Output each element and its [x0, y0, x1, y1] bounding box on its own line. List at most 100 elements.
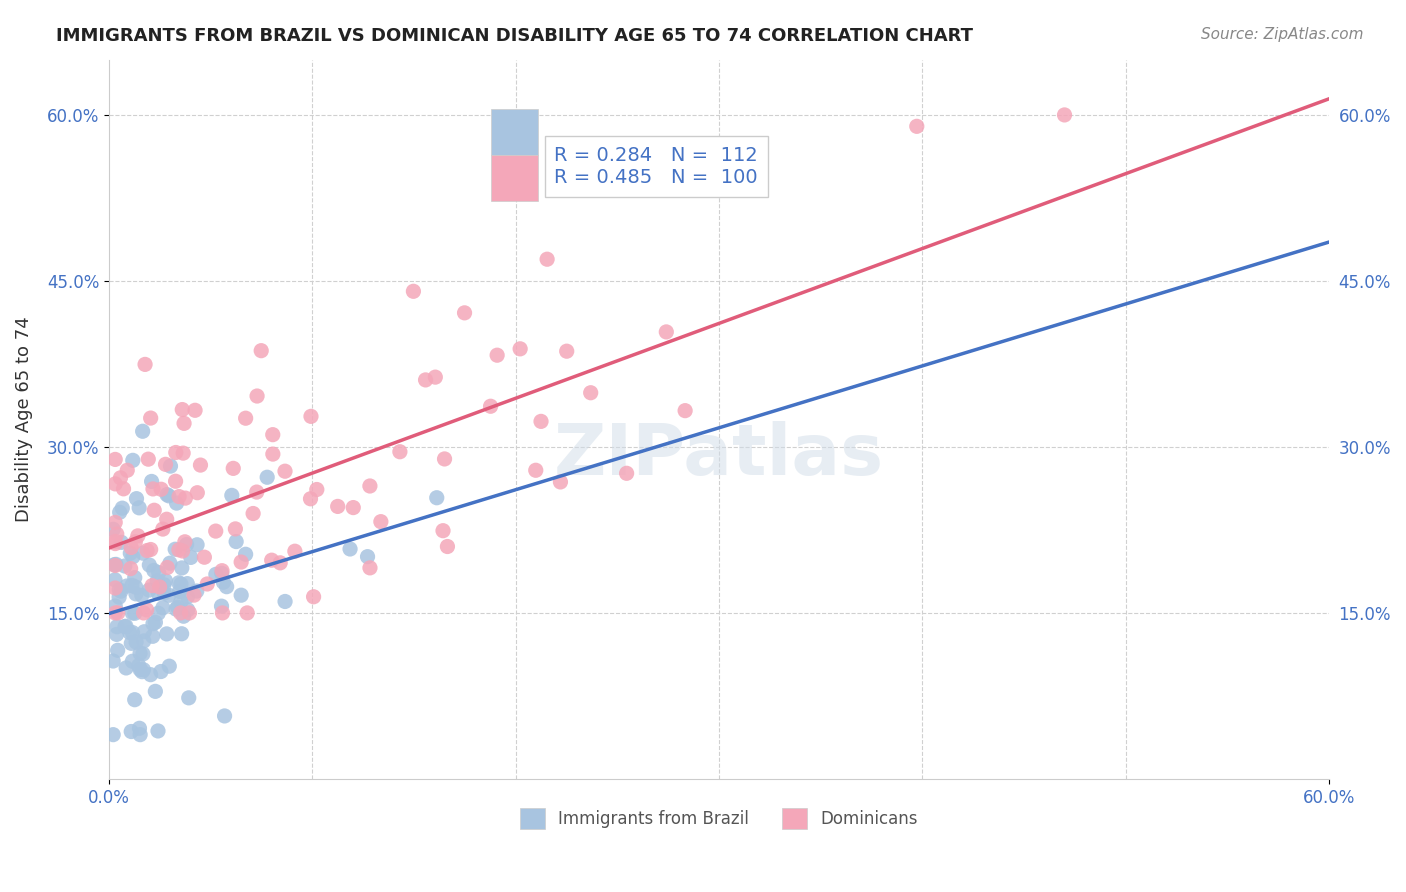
Point [555, 344, 578, 359]
Point [905, 120, 928, 134]
Point [195, 577, 218, 591]
Point [107, 643, 129, 657]
Point [550, 475, 572, 489]
Point [152, 522, 174, 536]
Point [274, 464, 297, 478]
Point [141, 475, 163, 489]
Point [115, 661, 138, 675]
Point [104, 476, 127, 491]
Point [262, 447, 284, 461]
Point [172, 544, 194, 558]
Point [173, 609, 195, 624]
Point [115, 579, 138, 593]
Point [120, 541, 142, 555]
Point [579, 385, 602, 400]
Point [124, 692, 146, 706]
Point [509, 342, 531, 356]
Point [129, 662, 152, 676]
Point [214, 709, 236, 723]
Point [128, 500, 150, 515]
Text: ZIPatlas: ZIPatlas [554, 421, 884, 490]
Text: R = 0.284   N =  112
R = 0.485   N =  100: R = 0.284 N = 112 R = 0.485 N = 100 [554, 146, 758, 187]
Point [128, 658, 150, 673]
Point [134, 624, 156, 639]
Point [141, 579, 163, 593]
Point [110, 584, 132, 599]
Point [211, 566, 233, 581]
Point [134, 358, 156, 372]
Point [326, 500, 349, 514]
Point [136, 543, 159, 558]
Point [108, 582, 131, 597]
Point [173, 534, 195, 549]
Point [186, 538, 208, 552]
Point [146, 574, 169, 588]
Point [436, 540, 458, 554]
Point [166, 600, 188, 615]
Point [246, 389, 269, 403]
Point [136, 452, 159, 467]
Point [121, 606, 143, 620]
Point [184, 403, 207, 417]
Point [453, 306, 475, 320]
Point [122, 549, 145, 564]
Point [186, 485, 208, 500]
Point [167, 490, 190, 504]
Point [104, 599, 127, 613]
Point [132, 546, 155, 560]
Point [177, 603, 200, 617]
Point [167, 575, 190, 590]
Point [131, 665, 153, 679]
Point [121, 578, 143, 592]
Point [104, 452, 127, 467]
Point [359, 479, 381, 493]
Point [479, 399, 502, 413]
Point [284, 544, 307, 558]
Point [356, 549, 378, 564]
Point [432, 524, 454, 538]
Point [157, 489, 180, 503]
Point [186, 584, 208, 599]
Point [166, 496, 188, 510]
Point [179, 606, 201, 620]
Point [149, 665, 172, 679]
Point [142, 629, 165, 643]
Point [142, 482, 165, 496]
Point [121, 625, 143, 640]
Point [269, 556, 291, 570]
Point [302, 590, 325, 604]
Point [104, 536, 127, 550]
Point [246, 485, 269, 500]
Point [231, 588, 253, 602]
Point [339, 541, 361, 556]
Point [170, 577, 193, 591]
Point [169, 606, 191, 620]
Point [235, 547, 257, 561]
Point [1053, 108, 1076, 122]
Point [616, 467, 638, 481]
Point [120, 636, 142, 650]
Point [104, 573, 127, 587]
Point [142, 616, 165, 631]
Point [120, 724, 142, 739]
Point [129, 646, 152, 660]
Point [231, 555, 253, 569]
Point [305, 483, 328, 497]
Point [121, 654, 143, 668]
Point [114, 619, 136, 633]
Point [155, 574, 177, 588]
Point [224, 522, 246, 536]
Point [104, 558, 127, 572]
Point [426, 491, 449, 505]
Y-axis label: Disability Age 65 to 74: Disability Age 65 to 74 [15, 317, 32, 522]
Point [388, 444, 411, 458]
Point [370, 515, 392, 529]
Point [655, 325, 678, 339]
Point [124, 607, 146, 621]
Point [125, 587, 148, 601]
Point [673, 403, 696, 417]
Point [127, 529, 149, 543]
Point [256, 470, 278, 484]
Point [101, 654, 124, 668]
Point [221, 488, 243, 502]
